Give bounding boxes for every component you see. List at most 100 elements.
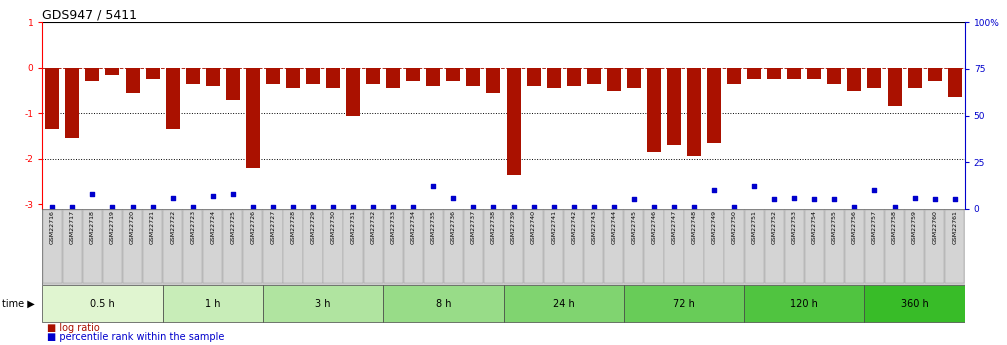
Point <box>726 204 742 210</box>
Bar <box>828 68 842 84</box>
Text: GSM22753: GSM22753 <box>792 210 797 244</box>
Text: GSM22721: GSM22721 <box>150 210 155 244</box>
Text: 72 h: 72 h <box>673 299 695 308</box>
FancyBboxPatch shape <box>825 210 844 283</box>
FancyBboxPatch shape <box>404 210 423 283</box>
Point <box>807 197 823 202</box>
FancyBboxPatch shape <box>103 210 122 283</box>
Point <box>44 204 60 210</box>
Bar <box>927 68 942 81</box>
Bar <box>767 68 781 79</box>
FancyBboxPatch shape <box>564 210 583 283</box>
Bar <box>326 68 340 88</box>
Text: GSM22734: GSM22734 <box>411 210 416 244</box>
Point <box>906 195 922 200</box>
Bar <box>466 68 480 86</box>
FancyBboxPatch shape <box>624 210 643 283</box>
Point <box>225 191 241 197</box>
Text: GSM22756: GSM22756 <box>852 210 857 244</box>
Bar <box>948 68 962 97</box>
Bar <box>587 68 601 84</box>
Text: 1 h: 1 h <box>205 299 221 308</box>
FancyBboxPatch shape <box>544 210 563 283</box>
Bar <box>45 68 59 129</box>
Point <box>846 204 862 210</box>
FancyBboxPatch shape <box>864 285 965 322</box>
FancyBboxPatch shape <box>665 210 684 283</box>
Point <box>485 204 501 210</box>
Text: GSM22748: GSM22748 <box>692 210 697 244</box>
Bar <box>266 68 280 84</box>
Text: GSM22750: GSM22750 <box>732 210 736 244</box>
Bar <box>367 68 381 84</box>
Bar <box>747 68 761 79</box>
Text: GSM22726: GSM22726 <box>251 210 256 244</box>
FancyBboxPatch shape <box>504 210 524 283</box>
Text: GSM22722: GSM22722 <box>170 210 175 244</box>
Text: GSM22744: GSM22744 <box>611 210 616 244</box>
Bar <box>486 68 500 93</box>
Bar <box>126 68 140 93</box>
FancyBboxPatch shape <box>283 210 302 283</box>
Text: GSM22755: GSM22755 <box>832 210 837 244</box>
Point <box>265 204 281 210</box>
Bar <box>787 68 802 79</box>
FancyBboxPatch shape <box>424 210 443 283</box>
Text: 360 h: 360 h <box>900 299 928 308</box>
Bar <box>507 68 521 175</box>
Bar <box>286 68 300 88</box>
Text: ■ percentile rank within the sample: ■ percentile rank within the sample <box>47 332 225 342</box>
FancyBboxPatch shape <box>905 210 924 283</box>
Bar <box>567 68 581 86</box>
Text: GSM22732: GSM22732 <box>371 210 376 244</box>
Point <box>245 204 261 210</box>
FancyBboxPatch shape <box>42 285 162 322</box>
Point <box>566 204 582 210</box>
Text: GSM22717: GSM22717 <box>69 210 75 244</box>
Bar <box>646 68 661 152</box>
FancyBboxPatch shape <box>925 210 945 283</box>
Bar <box>106 68 120 75</box>
Point <box>465 204 481 210</box>
FancyBboxPatch shape <box>343 210 363 283</box>
Point <box>366 204 382 210</box>
Bar <box>86 68 100 81</box>
Point <box>766 197 782 202</box>
Text: GSM22720: GSM22720 <box>130 210 135 244</box>
Bar <box>907 68 921 88</box>
Point <box>506 204 522 210</box>
Text: 24 h: 24 h <box>553 299 575 308</box>
Bar <box>547 68 561 88</box>
Text: GSM22749: GSM22749 <box>712 210 717 244</box>
Text: GSM22733: GSM22733 <box>391 210 396 244</box>
FancyBboxPatch shape <box>744 210 763 283</box>
Point <box>164 195 180 200</box>
Text: GSM22757: GSM22757 <box>872 210 877 244</box>
FancyBboxPatch shape <box>42 209 965 285</box>
Text: GSM22716: GSM22716 <box>49 210 54 244</box>
Text: GSM22736: GSM22736 <box>451 210 456 244</box>
Text: GSM22724: GSM22724 <box>210 210 215 244</box>
FancyBboxPatch shape <box>724 210 744 283</box>
FancyBboxPatch shape <box>504 285 623 322</box>
Point <box>586 204 602 210</box>
Bar <box>707 68 721 143</box>
FancyBboxPatch shape <box>623 285 744 322</box>
FancyBboxPatch shape <box>384 285 504 322</box>
Point <box>686 204 702 210</box>
Text: GSM22747: GSM22747 <box>672 210 677 244</box>
Point <box>145 204 161 210</box>
Bar <box>607 68 620 91</box>
FancyBboxPatch shape <box>604 210 623 283</box>
Bar <box>426 68 440 86</box>
Text: GSM22739: GSM22739 <box>511 210 516 244</box>
Text: GSM22752: GSM22752 <box>771 210 776 244</box>
Bar <box>527 68 541 86</box>
Point <box>425 184 441 189</box>
Point <box>886 204 902 210</box>
Text: 0.5 h: 0.5 h <box>90 299 115 308</box>
Point <box>445 195 461 200</box>
FancyBboxPatch shape <box>584 210 603 283</box>
Text: GSM22740: GSM22740 <box>531 210 536 244</box>
Point <box>204 193 221 198</box>
